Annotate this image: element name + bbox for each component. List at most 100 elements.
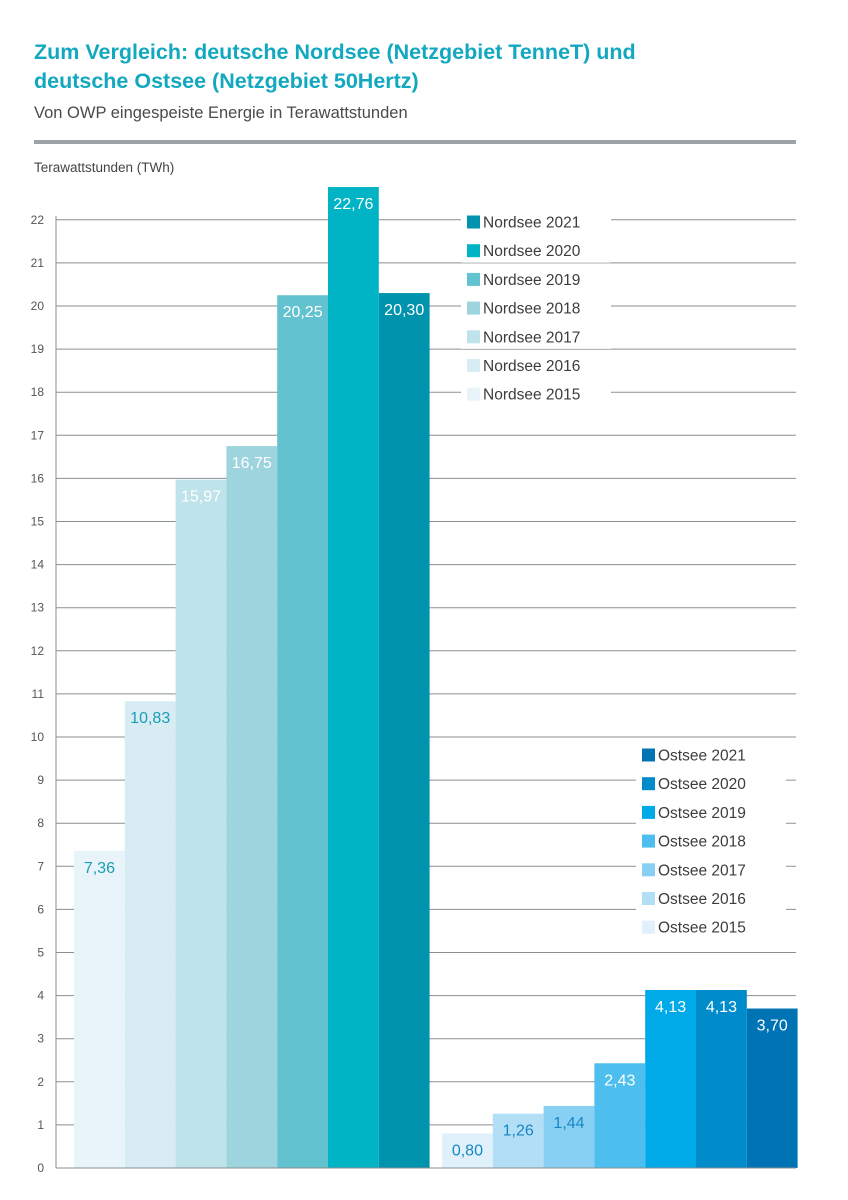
legend-label: Ostsee 2019 [658, 805, 746, 822]
legend-label: Nordsee 2017 [483, 329, 580, 346]
bar [328, 187, 379, 1168]
bar [378, 293, 430, 1168]
legend-label: Nordsee 2016 [483, 358, 580, 375]
data-label: 1,44 [553, 1115, 584, 1132]
data-label: 0,80 [452, 1143, 483, 1160]
y-tick-label: 1 [37, 1118, 44, 1132]
data-label: 2,43 [604, 1072, 635, 1089]
chart-title-line-2: deutsche Ostsee (Netzgebiet 50Hertz) [34, 69, 419, 93]
legend-swatch [642, 892, 655, 905]
data-label: 7,36 [84, 860, 115, 877]
legend-swatch [467, 244, 480, 258]
y-tick-label: 12 [31, 644, 45, 658]
data-label: 4,13 [706, 999, 737, 1016]
y-tick-label: 11 [32, 687, 45, 701]
legend-swatch [642, 834, 655, 848]
bar [442, 1133, 493, 1168]
legend-backdrop [636, 743, 786, 767]
legend-backdrop [636, 886, 786, 911]
legend-swatch [467, 272, 480, 286]
legend-backdrop [461, 382, 611, 407]
y-tick-label: 14 [31, 558, 45, 572]
y-tick-label: 22 [31, 213, 45, 227]
bar [645, 989, 696, 1168]
legend-label: Nordsee 2021 [483, 215, 580, 232]
bar [543, 1105, 595, 1168]
legend-backdrop [636, 800, 786, 825]
bar [492, 1113, 544, 1168]
y-tick-label: 4 [37, 989, 44, 1003]
legend-backdrop [636, 915, 786, 940]
data-label: 4,13 [655, 999, 686, 1016]
legend-swatch [642, 748, 655, 762]
legend-backdrop [461, 324, 611, 349]
legend-backdrop [461, 296, 611, 321]
legend-swatch [467, 359, 480, 372]
y-tick-label: 20 [31, 299, 45, 313]
legend-label: Nordsee 2019 [483, 272, 580, 289]
header-divider [34, 140, 796, 144]
legend-backdrop [636, 829, 786, 854]
y-tick-label: 18 [31, 385, 45, 399]
y-tick-label: 7 [37, 859, 44, 873]
data-label: 1,26 [503, 1123, 534, 1140]
y-tick-label: 8 [37, 816, 44, 830]
y-tick-label: 6 [37, 902, 44, 916]
bar [175, 479, 227, 1168]
y-tick-label: 0 [37, 1161, 44, 1175]
legend-backdrop [461, 267, 611, 292]
y-tick-label: 21 [31, 256, 45, 270]
legend-backdrop [636, 857, 786, 882]
bar [226, 446, 278, 1168]
bar [746, 1008, 798, 1168]
legend-swatch [642, 805, 655, 819]
data-label: 3,70 [757, 1018, 788, 1035]
legend-label: Ostsee 2020 [658, 776, 746, 793]
bar [594, 1063, 646, 1168]
legend-label: Ostsee 2021 [658, 748, 746, 765]
legend-swatch [467, 330, 480, 344]
legend-swatch [642, 863, 655, 877]
legend-swatch [642, 777, 655, 791]
y-tick-label: 9 [37, 773, 44, 787]
legend-swatch [467, 301, 480, 315]
y-tick-label: 15 [31, 515, 45, 529]
chart-subtitle: Von OWP eingespeiste Energie in Terawatt… [34, 104, 408, 122]
legend-label: Nordsee 2015 [483, 387, 580, 404]
data-label: 22,76 [333, 196, 373, 213]
y-tick-label: 2 [37, 1075, 44, 1089]
y-tick-label: 13 [31, 601, 45, 615]
legend-swatch [467, 215, 480, 229]
legend-label: Ostsee 2017 [658, 862, 746, 879]
y-tick-label: 10 [31, 730, 45, 744]
bar [124, 701, 176, 1168]
legend-label: Nordsee 2018 [483, 301, 580, 318]
legend-backdrop [461, 238, 611, 263]
data-label: 20,25 [283, 304, 323, 321]
y-tick-label: 5 [37, 946, 44, 960]
chart-title-line-1: Zum Vergleich: deutsche Nordsee (Netzgeb… [34, 40, 636, 64]
bar [74, 850, 125, 1168]
legend-backdrop [461, 353, 611, 378]
y-tick-label: 17 [31, 428, 45, 442]
legend-label: Ostsee 2015 [658, 920, 746, 937]
legend-label: Ostsee 2016 [658, 891, 746, 908]
y-tick-label: 16 [31, 471, 45, 485]
data-label: 16,75 [232, 455, 272, 472]
legend-backdrop [461, 210, 611, 234]
legend-swatch [642, 920, 655, 934]
legend-swatch [467, 387, 480, 401]
y-axis-title: Terawattstunden (TWh) [34, 160, 175, 175]
legend-backdrop [636, 771, 786, 796]
y-tick-label: 19 [31, 342, 45, 356]
bar [277, 295, 328, 1169]
bar [696, 989, 747, 1168]
data-label: 15,97 [181, 489, 221, 506]
data-label: 20,30 [384, 302, 424, 319]
chart-title: Zum Vergleich: deutsche Nordsee (Netzgeb… [34, 38, 814, 96]
legend-label: Ostsee 2018 [658, 834, 746, 851]
data-label: 10,83 [130, 710, 170, 727]
y-tick-label: 3 [37, 1032, 44, 1046]
legend-label: Nordsee 2020 [483, 243, 581, 260]
